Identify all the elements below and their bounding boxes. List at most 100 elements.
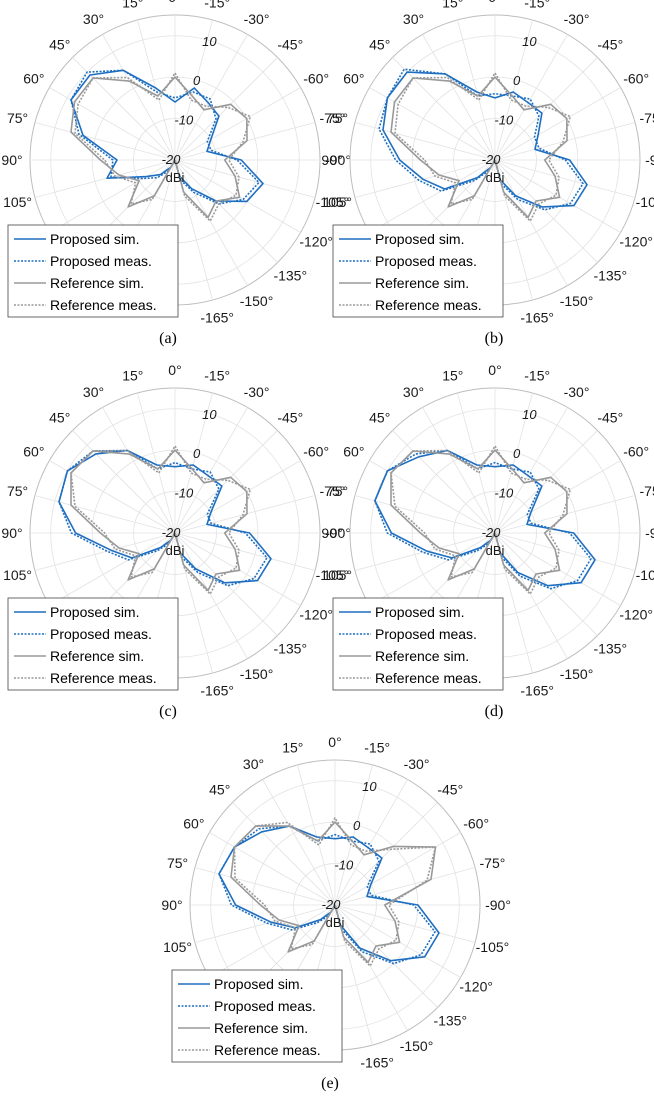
angle-tick-label: 105°: [323, 194, 352, 210]
angle-tick-label: -105°: [316, 567, 350, 583]
angular-grid-spoke: [174, 460, 301, 534]
angle-tick-label: 90°: [161, 897, 182, 913]
angle-tick-label: -120°: [299, 234, 333, 250]
angular-grid-spoke: [494, 159, 598, 263]
angular-grid-spoke: [494, 34, 568, 161]
angle-tick-label: 0°: [328, 734, 341, 750]
legend-entry: Reference sim.: [50, 648, 144, 664]
angular-grid-spoke: [457, 392, 496, 534]
angular-grid-spoke: [334, 832, 461, 906]
angle-tick-label: 60°: [23, 71, 44, 87]
angular-grid-spoke: [102, 34, 176, 161]
angular-grid-spoke: [174, 87, 301, 161]
series-curve-1: [218, 825, 440, 962]
legend-entry: Proposed sim.: [50, 231, 139, 247]
angle-tick-label: -30°: [404, 756, 430, 772]
angle-tick-label: 45°: [369, 37, 390, 53]
angular-grid-spoke: [297, 764, 336, 906]
angle-tick-label: -120°: [459, 979, 493, 995]
angle-tick-label: 0°: [488, 0, 501, 5]
series-curve-1: [58, 449, 272, 584]
angular-grid-spoke: [354, 495, 496, 534]
angle-tick-label: 15°: [442, 368, 463, 384]
angular-grid-spoke: [334, 867, 476, 906]
angular-grid-spoke: [494, 19, 533, 161]
angle-tick-label: -15°: [204, 0, 230, 11]
angular-grid-spoke: [174, 57, 278, 161]
angle-tick-label: -135°: [273, 267, 307, 283]
angle-tick-label: -60°: [303, 444, 329, 460]
angle-tick-label: -105°: [476, 939, 510, 955]
series-curve-4: [70, 445, 252, 595]
angle-tick-label: -60°: [623, 71, 649, 87]
angle-tick-label: -60°: [303, 71, 329, 87]
angle-tick-label: 75°: [167, 855, 188, 871]
angular-grid-spoke: [174, 407, 248, 534]
angle-tick-label: 90°: [321, 152, 342, 168]
angular-grid-spoke: [494, 532, 636, 571]
angle-tick-label: -165°: [360, 1054, 394, 1070]
radial-tick-label: -20: [162, 152, 182, 167]
angle-tick-label: 0°: [168, 0, 181, 5]
series-curve-4: [74, 72, 252, 222]
angular-grid-spoke: [72, 430, 176, 534]
angular-grid-spoke: [494, 159, 636, 198]
angular-grid-spoke: [174, 532, 301, 606]
angle-tick-label: 60°: [343, 71, 364, 87]
angle-tick-label: -135°: [593, 640, 627, 656]
legend-entry: Proposed meas.: [375, 626, 477, 642]
angular-grid-spoke: [334, 904, 438, 1008]
angle-tick-label: 15°: [122, 0, 143, 11]
angle-tick-label: 45°: [49, 37, 70, 53]
angular-grid-spoke: [174, 392, 213, 534]
polar-panel-4: 0° -15° -30° -45° -60° -75° -90° -105° -120° -135…: [321, 362, 654, 720]
series-curve-3: [70, 76, 248, 219]
radial-unit-label: dBi: [486, 543, 505, 558]
angle-tick-label: 105°: [323, 567, 352, 583]
angle-tick-label: -30°: [564, 11, 590, 27]
angular-grid-spoke: [49, 532, 176, 606]
angular-grid-spoke: [334, 904, 461, 978]
angle-tick-label: -45°: [597, 410, 623, 426]
angular-grid-spoke: [369, 532, 496, 606]
angular-grid-spoke: [174, 159, 278, 263]
panel-caption: (c): [159, 703, 177, 720]
angular-grid-spoke: [494, 532, 568, 659]
series-curve-1: [382, 71, 588, 208]
legend: Proposed sim. Proposed meas. Reference sim…: [7, 224, 179, 318]
angle-tick-label: -120°: [619, 607, 653, 623]
angle-tick-label: -75°: [480, 855, 506, 871]
angle-tick-label: -45°: [437, 782, 463, 798]
radial-tick-label: 0: [193, 73, 201, 88]
angle-tick-label: -75°: [640, 483, 654, 499]
angular-grid-spoke: [392, 57, 496, 161]
angle-tick-label: 30°: [403, 384, 424, 400]
radial-tick-label: 10: [202, 34, 217, 49]
angle-tick-label: 90°: [321, 525, 342, 541]
angular-grid-spoke: [49, 159, 176, 233]
angular-grid-spoke: [174, 532, 316, 571]
series-curve-2: [218, 825, 436, 965]
angle-tick-label: -90°: [325, 525, 351, 541]
radial-tick-label: -10: [174, 113, 194, 128]
angular-grid-spoke: [174, 159, 316, 198]
angular-grid-spoke: [174, 159, 248, 286]
series-curve-2: [70, 69, 260, 205]
legend-entry: Proposed sim.: [50, 604, 139, 620]
radial-tick-label: -10: [334, 858, 354, 873]
legend-box: [7, 224, 179, 318]
angular-grid-spoke: [174, 122, 316, 161]
panel-caption: (b): [485, 330, 504, 347]
angular-grid-spoke: [334, 802, 438, 906]
angle-tick-label: 45°: [49, 410, 70, 426]
angular-grid-spoke: [34, 122, 176, 161]
series-curve-2: [58, 449, 268, 587]
angle-tick-label: 60°: [343, 444, 364, 460]
angle-tick-label: 105°: [3, 194, 32, 210]
radial-tick-label: -20: [482, 525, 502, 540]
angular-grid-spoke: [174, 430, 278, 534]
angle-tick-label: -105°: [636, 567, 654, 583]
angular-grid-spoke: [34, 159, 176, 198]
legend-entry: Proposed meas.: [50, 253, 152, 269]
angle-tick-label: 105°: [3, 567, 32, 583]
